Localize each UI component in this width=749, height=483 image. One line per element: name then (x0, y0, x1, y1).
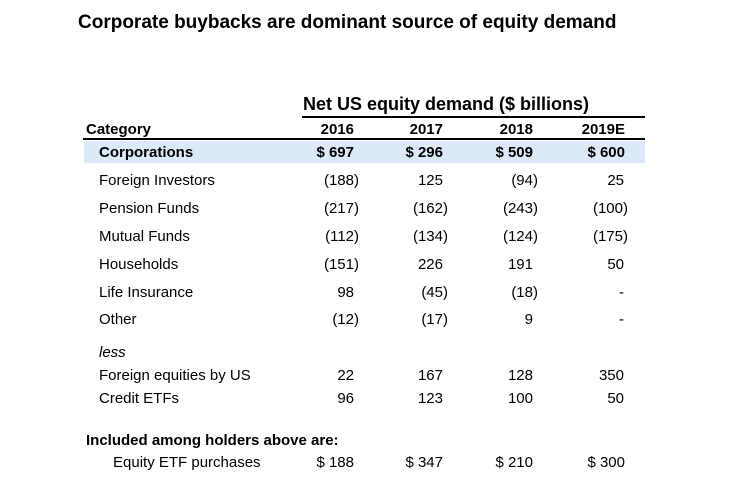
included-header: Included among holders above are: (86, 432, 339, 449)
row-label-households: Households (99, 256, 179, 273)
table-cell: 226 (417, 256, 443, 273)
row-label-mutual-funds: Mutual Funds (99, 228, 190, 245)
table-cell: - (619, 284, 624, 301)
table-cell: $ 347 (405, 454, 443, 471)
table-cell: 123 (417, 390, 443, 407)
table-cell: $ 296 (405, 144, 443, 161)
table-cell: (12) (332, 311, 359, 328)
table-cell: $ 509 (495, 144, 533, 161)
row-label-pension-funds: Pension Funds (99, 200, 200, 217)
table-cell: 350 (598, 367, 624, 384)
row-label-life-insurance: Life Insurance (99, 284, 194, 301)
row-label-corporations: Corporations (99, 144, 194, 161)
table-cell: $ 600 (587, 144, 625, 161)
table-cell: $ 210 (495, 454, 533, 471)
table-cell: 191 (507, 256, 533, 273)
table-cell: 167 (417, 367, 443, 384)
table-group-header: Net US equity demand ($ billions) (303, 94, 590, 114)
table-cell: (45) (421, 284, 448, 301)
row-label-foreign-equities-by-us: Foreign equities by US (99, 367, 251, 384)
table-cell: (188) (323, 172, 359, 189)
row-label-equity-etf-purchases: Equity ETF purchases (113, 454, 261, 471)
table-cell: (124) (502, 228, 538, 245)
table-cell: $ 697 (316, 144, 354, 161)
column-header-rule (83, 138, 645, 140)
table-cell: (162) (412, 200, 448, 217)
category-column-header: Category (86, 121, 152, 138)
table-cell: 25 (607, 172, 624, 189)
table-cell: 100 (507, 390, 533, 407)
table-cell: 50 (607, 256, 624, 273)
table-cell: (100) (592, 200, 628, 217)
table-cell: (243) (502, 200, 538, 217)
table-cell: (94) (511, 172, 538, 189)
page-title: Corporate buybacks are dominant source o… (78, 12, 617, 33)
table-cell: (217) (323, 200, 359, 217)
table-cell: (112) (325, 228, 359, 245)
column-header-2019e: 2019E (581, 121, 625, 138)
table-cell: (17) (421, 311, 448, 328)
table-cell: $ 300 (587, 454, 625, 471)
table-cell: 125 (417, 172, 443, 189)
group-header-rule (302, 116, 645, 118)
table-cell: (134) (412, 228, 448, 245)
table-cell: (175) (592, 228, 628, 245)
column-header-2017: 2017 (409, 121, 443, 138)
table-cell: (151) (323, 256, 359, 273)
row-label-other: Other (99, 311, 137, 328)
column-header-2016: 2016 (320, 121, 354, 138)
table-cell: - (619, 311, 624, 328)
row-label-credit-etfs: Credit ETFs (99, 390, 180, 407)
less-label: less (99, 344, 126, 361)
table-cell: 22 (337, 367, 354, 384)
column-header-2018: 2018 (499, 121, 533, 138)
table-cell: 98 (337, 284, 354, 301)
table-cell: $ 188 (316, 454, 354, 471)
table-cell: 96 (337, 390, 354, 407)
table-cell: 50 (607, 390, 624, 407)
table-cell: 128 (507, 367, 533, 384)
row-label-foreign-investors: Foreign Investors (99, 172, 215, 189)
table-cell: (18) (511, 284, 538, 301)
highlight-row-background (84, 141, 645, 163)
table-cell: 9 (524, 311, 533, 328)
